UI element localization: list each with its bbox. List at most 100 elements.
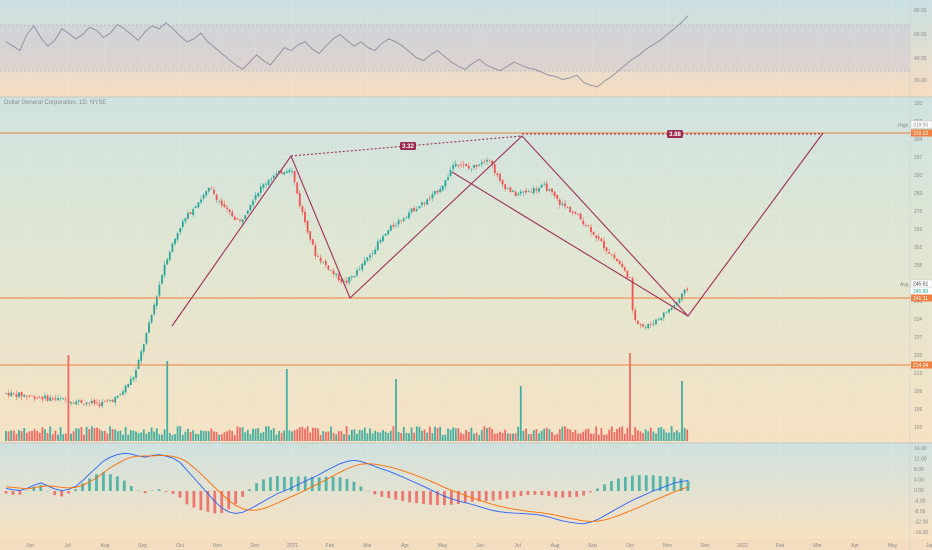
macd-histogram-bar [164,491,168,492]
time-tick-label: Feb [326,543,335,549]
candle-body [623,267,626,271]
macd-histogram-bar [498,491,502,500]
candle-body [249,205,252,211]
volume-bar [49,426,52,441]
volume-bar [304,428,306,441]
volume-bar [254,428,257,441]
candle-body [465,163,468,167]
pattern-badge-2[interactable]: 3.88 [667,130,683,138]
macd-histogram-bar [60,491,64,497]
level-tag-214: 214.04 [911,361,932,369]
candle-body [241,219,244,223]
volume-bars [5,353,689,441]
candle-body [525,190,527,193]
candle-body [158,284,161,296]
candle-body [457,164,460,166]
volume-bar [623,433,626,441]
volume-bar [77,428,80,441]
candle-body [275,173,278,175]
volume-bar [512,433,514,441]
volume-bar [551,431,553,441]
macd-tick-label: -16.00 [914,530,928,536]
volume-bar [75,428,78,441]
price-tick-label: 262 [914,245,923,251]
candle-body [444,180,447,187]
price-axis[interactable]: 3203123042972902832762692622552482412342… [914,101,923,431]
volume-bar [522,430,525,441]
time-tick-label: Oct [626,543,634,549]
time-axis[interactable]: Jun Jul Aug Sep Oct Nov Dec 2021 Feb Mar Apr May Jun… [26,543,932,549]
candle-body [179,227,182,233]
volume-bar [54,430,57,441]
volume-bar [574,429,577,441]
macd-histogram-bar [449,491,453,505]
macd-histogram-bar [436,491,439,506]
candle-body [20,392,23,397]
candle-body [239,220,241,222]
time-tick-label: Jun [26,543,34,549]
macd-histogram-bar [443,491,446,506]
candle-body [530,191,533,193]
candle-body [23,395,26,397]
volume-bar [135,431,137,441]
candle-body [501,179,504,185]
volume-bar [28,431,31,441]
candle-body [574,211,577,214]
volume-bar [189,432,192,441]
rsi-tick-label: 30.00 [914,78,927,84]
candle-body [31,395,33,397]
candle-body [72,403,75,404]
rsi-line [5,15,689,88]
volume-bar [616,428,618,441]
candle-body [379,240,382,243]
candle-body [200,199,202,203]
volume-bar [192,430,195,441]
macd-histogram-bar [408,491,412,503]
volume-bar [223,432,226,441]
candle-body [629,276,631,278]
volume-bar [597,434,600,441]
volume-bar [267,426,270,441]
candle-body [402,218,405,221]
pattern-lines[interactable] [171,132,824,327]
candle-body [512,190,514,192]
candle-body [10,392,13,397]
price-tick-label: 290 [914,173,923,179]
volume-bar [98,429,101,441]
rsi-indicator [0,15,910,88]
candle-body [205,191,208,196]
volume-bar [486,428,488,441]
macd-histogram-bar [220,491,224,514]
macd-histogram-bar [519,491,523,496]
volume-bar [176,426,179,441]
candle-body [405,217,408,218]
macd-histogram-bar [505,491,509,499]
volume-bar [168,433,171,441]
volume-bar [358,429,361,441]
candle-body [33,396,36,399]
time-tick-label: Mar [813,543,822,549]
candle-body [350,276,353,278]
volume-bar [374,430,377,441]
last-price-value: 245.80 [913,289,929,295]
macd-histogram-bar [401,491,405,501]
volume-bar [493,433,496,441]
time-tick-label: Nov [663,543,672,549]
candle-body [678,298,681,303]
volume-bar [210,428,213,441]
candle-body [75,401,78,405]
volume-bar [72,431,75,441]
volume-bar [579,433,582,441]
pattern-badge-1[interactable]: 3.32 [400,142,416,150]
candle-body [363,260,366,265]
candle-body [621,263,624,268]
candle-body [605,247,608,251]
candle-body [644,327,647,329]
macd-tick-label: 8.00 [914,467,924,473]
macd-histogram-bar [352,481,356,491]
volume-bar [85,426,88,441]
candle-body [636,320,639,324]
volume-bar [571,432,574,441]
candle-body [504,184,507,189]
